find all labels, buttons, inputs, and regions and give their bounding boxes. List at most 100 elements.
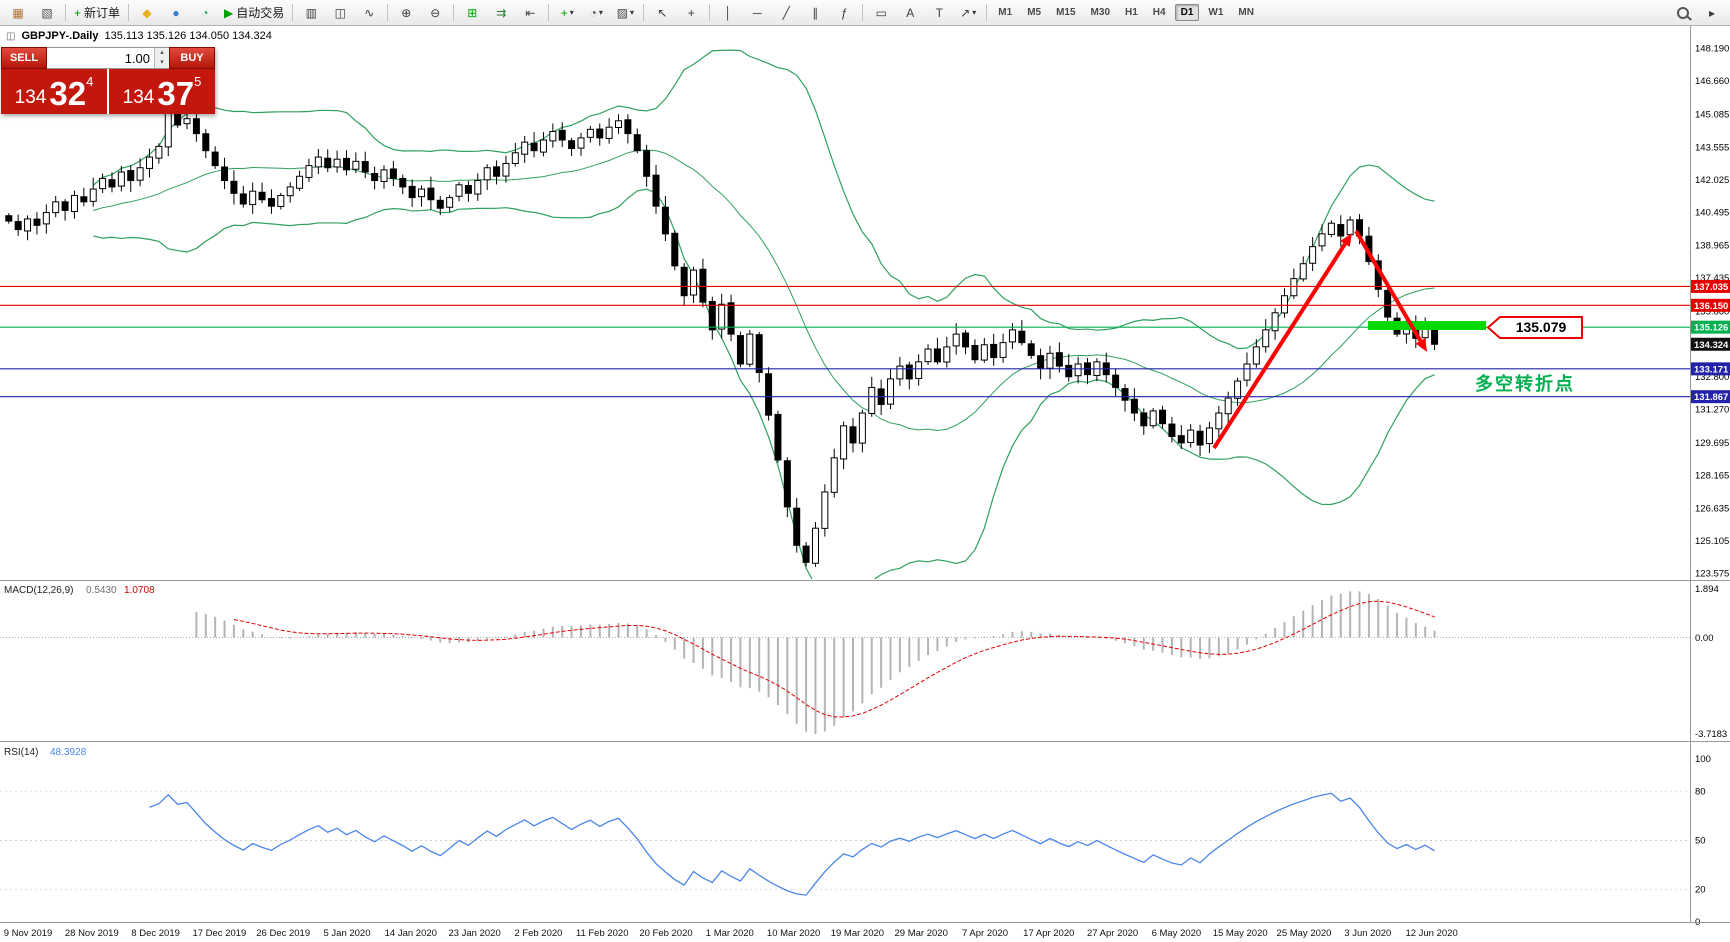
svg-text:135.079: 135.079 bbox=[1516, 319, 1567, 335]
candle bbox=[980, 344, 988, 361]
quick-nav-icon[interactable]: ▸ bbox=[1708, 5, 1716, 20]
candle bbox=[793, 507, 801, 546]
candle bbox=[324, 157, 332, 169]
candle bbox=[633, 134, 641, 152]
timeframe-w1-button[interactable]: W1 bbox=[1208, 7, 1224, 18]
fibonacci-icon[interactable]: ƒ bbox=[840, 5, 848, 20]
lot-size-value[interactable]: 1.00 bbox=[124, 50, 150, 66]
timeframe-h4-button[interactable]: H4 bbox=[1152, 7, 1166, 18]
label-icon[interactable]: T bbox=[935, 5, 943, 20]
price-label-135079[interactable]: 135.079 bbox=[1486, 316, 1583, 339]
toolbar-divider bbox=[862, 4, 864, 21]
periods-button[interactable]: ◔ ▾ bbox=[589, 5, 603, 20]
arrows-icon[interactable]: ↗ ▾ bbox=[960, 5, 977, 20]
svg-text:138.965: 138.965 bbox=[1695, 240, 1729, 251]
line-chart-mode-icon[interactable]: ∿ bbox=[364, 5, 375, 20]
svg-text:136.150: 136.150 bbox=[1694, 301, 1728, 312]
sell-button[interactable]: SELL bbox=[1, 47, 47, 69]
candle bbox=[314, 156, 322, 168]
candle bbox=[1065, 364, 1073, 378]
lot-increase-button[interactable]: ▴ bbox=[155, 48, 169, 58]
rsi-panel[interactable] bbox=[0, 791, 1690, 896]
bollinger-lower-band[interactable] bbox=[93, 188, 1435, 592]
bar-chart-mode-icon[interactable]: ▥ bbox=[305, 5, 317, 20]
candle bbox=[952, 333, 960, 347]
one-click-prices-row: 134 32 4 134 37 5 bbox=[1, 69, 215, 114]
search-icon[interactable] bbox=[1669, 2, 1697, 24]
timeframe-m1-button[interactable]: M1 bbox=[998, 7, 1013, 18]
auto-scroll-icon[interactable]: ⇉ bbox=[496, 5, 507, 20]
templates-button[interactable]: ▨ ▾ bbox=[616, 5, 634, 20]
buy-price-button[interactable]: 134 37 5 bbox=[107, 69, 215, 114]
svg-text:125.105: 125.105 bbox=[1695, 536, 1729, 547]
sell-price-whole: 134 bbox=[14, 87, 47, 108]
new-chart-icon[interactable]: ▦ bbox=[12, 5, 24, 20]
svg-text:3 Jun 2020: 3 Jun 2020 bbox=[1344, 928, 1391, 939]
candle bbox=[436, 199, 444, 209]
svg-text:135.126: 135.126 bbox=[1694, 323, 1728, 334]
lot-size-field[interactable]: 1.00 ▴ ▾ bbox=[47, 47, 169, 69]
candle bbox=[1018, 330, 1026, 344]
tile-windows-icon[interactable]: ⊞ bbox=[467, 5, 478, 20]
candle bbox=[1121, 388, 1129, 401]
date-axis[interactable]: 9 Nov 2019 28 Nov 2019 8 Dec 2019 17 Dec 20… bbox=[4, 928, 1458, 939]
timeframe-m30-button[interactable]: M30 bbox=[1090, 7, 1110, 18]
svg-text:17 Dec 2019: 17 Dec 2019 bbox=[192, 928, 246, 939]
new-order-button[interactable]: + 新订单 bbox=[74, 5, 121, 20]
zoom-out-icon[interactable]: ⊖ bbox=[430, 5, 441, 20]
svg-text:9 Nov 2019: 9 Nov 2019 bbox=[4, 928, 53, 939]
candle bbox=[1271, 312, 1279, 332]
price-axis[interactable]: 148.190 146.660 145.085 143.555 142.025 140.4… bbox=[1691, 44, 1730, 929]
vertical-line-icon[interactable]: │ bbox=[724, 5, 733, 20]
autotrading-button[interactable]: ▶ 自动交易 bbox=[224, 5, 285, 20]
svg-text:10 Mar 2020: 10 Mar 2020 bbox=[767, 928, 820, 939]
macd-panel[interactable] bbox=[0, 591, 1690, 734]
chart-shift-icon[interactable]: ⇤ bbox=[525, 5, 536, 20]
timeframe-h1-button[interactable]: H1 bbox=[1125, 7, 1138, 18]
candle bbox=[464, 185, 472, 194]
timeframe-mn-button[interactable]: MN bbox=[1238, 7, 1254, 18]
candle bbox=[155, 145, 163, 159]
cursor-icon[interactable]: ↖ bbox=[657, 5, 668, 20]
candle bbox=[933, 348, 941, 363]
bollinger-middle-band[interactable] bbox=[93, 149, 1435, 432]
candle bbox=[811, 527, 819, 564]
bollinger-upper-band[interactable] bbox=[92, 49, 1435, 350]
trendline-icon[interactable]: ╱ bbox=[782, 5, 790, 20]
metaeditor-icon[interactable]: ◆ bbox=[142, 5, 152, 20]
candle bbox=[1252, 346, 1260, 365]
buy-button[interactable]: BUY bbox=[169, 47, 215, 69]
zoom-in-icon[interactable]: ⊕ bbox=[401, 5, 412, 20]
candle bbox=[1168, 423, 1176, 437]
sell-price-button[interactable]: 134 32 4 bbox=[1, 69, 107, 114]
svg-text:129.695: 129.695 bbox=[1695, 438, 1729, 449]
turning-point-note[interactable]: 多空转折点 bbox=[1475, 373, 1575, 394]
main-price-panel[interactable] bbox=[0, 49, 1690, 592]
timeframe-m15-button[interactable]: M15 bbox=[1056, 7, 1076, 18]
market-icon[interactable]: ● bbox=[172, 5, 180, 20]
refresh-icon[interactable]: ◔ bbox=[201, 5, 209, 20]
svg-text:48.3928: 48.3928 bbox=[50, 747, 87, 758]
indicators-button[interactable]: + ▾ bbox=[560, 5, 574, 20]
timeframe-d1-button[interactable]: D1 bbox=[1174, 4, 1200, 21]
candlestick-mode-icon[interactable]: ◫ bbox=[334, 5, 346, 20]
svg-text:25 May 2020: 25 May 2020 bbox=[1277, 928, 1332, 939]
text-icon[interactable]: A bbox=[906, 5, 915, 20]
shapes-icon[interactable]: ▭ bbox=[875, 5, 887, 20]
channel-icon[interactable]: ∥ bbox=[812, 5, 819, 20]
profiles-icon[interactable]: ▧ bbox=[41, 5, 53, 20]
svg-text:128.165: 128.165 bbox=[1695, 471, 1729, 482]
toolbar-divider bbox=[292, 4, 294, 21]
lot-decrease-button[interactable]: ▾ bbox=[155, 58, 169, 68]
trend-up-arrow[interactable] bbox=[1212, 233, 1352, 450]
turning-zone-highlight[interactable] bbox=[1368, 321, 1486, 330]
crosshair-icon[interactable]: + bbox=[687, 5, 695, 20]
candle bbox=[1046, 352, 1054, 369]
svg-text:123.575: 123.575 bbox=[1695, 569, 1729, 580]
candle bbox=[146, 156, 153, 169]
timeframe-m5-button[interactable]: M5 bbox=[1027, 7, 1042, 18]
svg-text:131.867: 131.867 bbox=[1694, 392, 1728, 403]
trend-down-arrow[interactable] bbox=[1354, 229, 1427, 352]
horizontal-line-icon[interactable]: ─ bbox=[753, 5, 762, 20]
